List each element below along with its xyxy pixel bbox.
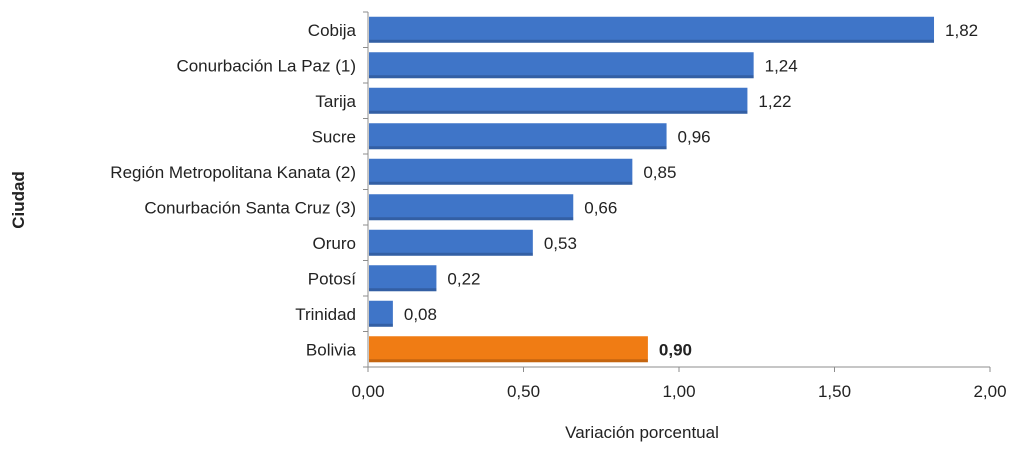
- plot-area: Cobija 1,82 Conurbación La Paz (1) 1,24 Tari…: [110, 11, 1007, 401]
- bar-shade-3: [369, 146, 667, 150]
- bar-shade-9: [369, 359, 648, 363]
- bar-shade-5: [369, 217, 574, 221]
- data-label-8: 0,08: [404, 305, 437, 324]
- bar-5: [369, 194, 574, 221]
- category-label-3: Sucre: [312, 127, 356, 146]
- category-label-5: Conurbación Santa Cruz (3): [144, 198, 356, 217]
- bar-shade-1: [369, 75, 754, 79]
- data-label-4: 0,85: [643, 163, 676, 182]
- bar-1: [369, 52, 754, 79]
- y-axis-title: Ciudad: [9, 171, 28, 229]
- category-label-9: Bolivia: [306, 340, 357, 359]
- bar-shade-8: [369, 323, 393, 327]
- data-label-5: 0,66: [584, 198, 617, 217]
- x-tick-label-0: 0,00: [351, 382, 384, 401]
- x-tick-label-3: 1,50: [818, 382, 851, 401]
- x-tick-label-4: 2,00: [973, 382, 1006, 401]
- category-label-8: Trinidad: [295, 305, 356, 324]
- data-label-3: 0,96: [678, 127, 711, 146]
- bar-8: [369, 300, 393, 327]
- x-tick-label-1: 0,50: [507, 382, 540, 401]
- bar-7: [369, 265, 437, 292]
- bar-shade-2: [369, 110, 748, 114]
- bar-0: [369, 16, 935, 43]
- bar-4: [369, 158, 633, 185]
- bar-shade-7: [369, 288, 437, 292]
- data-label-1: 1,24: [765, 56, 798, 75]
- bar-shade-6: [369, 252, 533, 256]
- data-label-6: 0,53: [544, 234, 577, 253]
- bar-shade-4: [369, 181, 633, 185]
- data-label-0: 1,82: [945, 21, 978, 40]
- category-label-4: Región Metropolitana Kanata (2): [110, 163, 356, 182]
- data-label-2: 1,22: [758, 92, 791, 111]
- bar-shade-0: [369, 39, 935, 43]
- data-label-9: 0,90: [659, 340, 692, 359]
- data-label-7: 0,22: [447, 269, 480, 288]
- x-tick-label-2: 1,00: [662, 382, 695, 401]
- bar-3: [369, 123, 667, 150]
- category-label-7: Potosí: [308, 269, 356, 288]
- category-label-0: Cobija: [308, 21, 357, 40]
- category-label-1: Conurbación La Paz (1): [176, 56, 356, 75]
- bar-2: [369, 87, 748, 114]
- category-label-6: Oruro: [313, 234, 356, 253]
- x-axis-title: Variación porcentual: [565, 423, 719, 442]
- bar-6: [369, 229, 533, 256]
- category-label-2: Tarija: [315, 92, 356, 111]
- bar-9: [369, 336, 648, 363]
